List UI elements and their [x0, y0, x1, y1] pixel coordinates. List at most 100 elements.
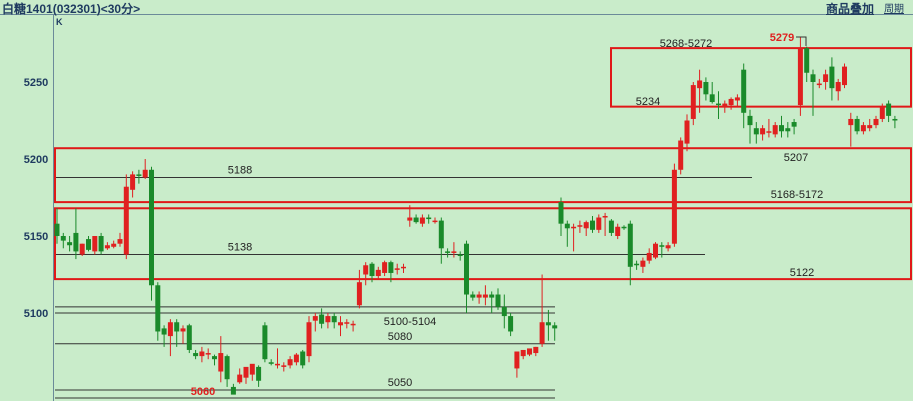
level-label: 5050: [388, 377, 412, 389]
candle-body: [621, 226, 627, 229]
candle-body: [73, 232, 79, 252]
high-annotation: 5279: [770, 32, 794, 44]
candle-body: [514, 351, 520, 369]
candle-body: [350, 323, 356, 326]
candle-body: [249, 363, 255, 375]
zone-label: 5122: [790, 267, 814, 279]
candle-body: [873, 118, 879, 126]
candle-body: [155, 285, 161, 332]
candle-body: [539, 322, 545, 344]
candle-body: [262, 325, 268, 360]
candle-body: [224, 356, 230, 380]
candle-body: [564, 223, 570, 229]
candle-body: [218, 353, 224, 372]
candle-body: [394, 268, 400, 270]
candle-body: [363, 265, 369, 275]
candle-body: [520, 349, 526, 357]
commodity-overlay-link[interactable]: 商品叠加: [826, 2, 875, 16]
candle-body: [382, 262, 388, 273]
candle-body: [375, 269, 381, 277]
period-link[interactable]: 周期: [884, 4, 904, 15]
candle-body: [760, 128, 766, 135]
candle-body: [419, 217, 425, 224]
candle-body: [319, 314, 325, 324]
candle-body: [684, 120, 690, 144]
candle-body: [142, 169, 148, 178]
candle-body: [230, 386, 236, 395]
candle-body: [703, 82, 709, 95]
candle-body: [816, 83, 822, 86]
candle-body: [401, 266, 406, 269]
candle-body: [237, 374, 243, 383]
candle-body: [413, 217, 419, 223]
level-label: 5080: [388, 331, 412, 343]
candle-body: [356, 282, 362, 306]
zone-box: [54, 147, 912, 204]
candle-body: [734, 97, 740, 101]
candle-body: [810, 74, 816, 82]
candle-body: [407, 217, 413, 221]
candle-body: [67, 242, 73, 246]
candle-body: [174, 322, 180, 332]
candle-body: [86, 239, 91, 250]
zone-box: [54, 207, 912, 281]
candle-body: [482, 294, 488, 298]
candle-body: [697, 80, 703, 89]
candle-body: [552, 325, 558, 329]
candle-body: [835, 82, 841, 92]
level-label: 5138: [228, 241, 252, 253]
zone-label: 5268-5272: [660, 38, 713, 50]
zone-box: [610, 47, 912, 108]
candle-body: [268, 362, 274, 364]
candle-body: [615, 226, 621, 236]
candle-body: [111, 243, 117, 247]
candle-body: [256, 366, 262, 381]
candle-body: [476, 294, 482, 298]
candle-body: [590, 220, 595, 230]
candle-body: [716, 103, 721, 106]
chart-title: 白糖1401(032301)<30分>: [2, 2, 141, 16]
candle-body: [804, 48, 810, 73]
candle-body: [432, 220, 438, 223]
candle-body: [879, 106, 885, 119]
candle-body: [571, 226, 577, 229]
level-label: 5100-5104: [384, 316, 437, 328]
candle-body: [533, 346, 539, 354]
candle-body: [369, 263, 375, 277]
candle-body: [659, 245, 665, 247]
candle-body: [596, 217, 602, 230]
low-annotation: 5060: [191, 386, 215, 398]
candle-body: [608, 220, 614, 233]
candle-body: [300, 351, 306, 366]
candle-body: [779, 125, 784, 132]
candle-body: [791, 122, 797, 127]
candle-body: [653, 243, 658, 258]
candle-body: [886, 103, 892, 116]
candle-body: [848, 118, 854, 126]
candle-body: [180, 328, 186, 332]
candle-body: [470, 294, 476, 298]
candle-body: [602, 215, 608, 218]
candle-body: [54, 223, 60, 236]
candle-body: [501, 306, 507, 317]
candle-body: [772, 125, 778, 135]
candle-body: [728, 98, 734, 106]
candle-body: [325, 316, 331, 323]
candle-body: [709, 94, 715, 103]
candle-body: [193, 353, 199, 357]
zone-label: 5207: [784, 152, 808, 164]
candle-body: [438, 220, 444, 249]
candle-body: [344, 322, 350, 324]
candle-body: [167, 322, 173, 337]
candle-body: [867, 125, 873, 129]
candle-body: [426, 217, 432, 220]
candle-body: [671, 169, 677, 244]
candle-body: [741, 69, 747, 113]
candle-body: [527, 348, 532, 355]
candle-body: [205, 353, 211, 355]
candle-body: [508, 316, 514, 332]
y-tick-label: 5100: [24, 308, 48, 320]
candle-body: [747, 115, 753, 126]
